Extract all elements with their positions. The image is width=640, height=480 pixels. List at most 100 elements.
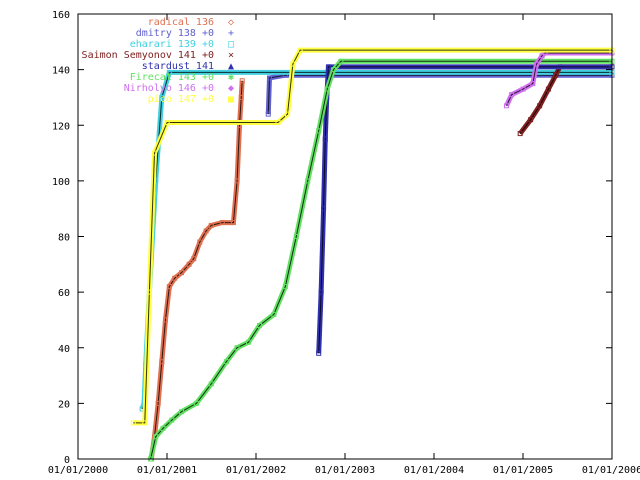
data-point <box>155 400 161 406</box>
data-point <box>325 64 331 70</box>
y-tick-label: 120 <box>52 121 70 132</box>
data-point <box>179 409 185 415</box>
data-point <box>256 323 262 328</box>
data-point <box>169 417 175 423</box>
data-point <box>271 311 277 317</box>
data-point <box>316 128 322 134</box>
data-point <box>290 61 296 67</box>
legend-marker-icon: ◆ <box>228 83 234 94</box>
data-point <box>322 136 328 142</box>
data-point <box>509 92 515 98</box>
data-point <box>285 111 291 117</box>
data-point <box>545 86 551 92</box>
y-tick-label: 140 <box>52 66 70 77</box>
data-point <box>203 228 209 234</box>
data-point <box>151 150 157 156</box>
series-7 <box>130 47 615 426</box>
data-point <box>162 317 168 323</box>
data-point <box>239 78 245 84</box>
y-tick-label: 0 <box>64 455 70 466</box>
data-point <box>238 94 244 100</box>
data-point <box>324 86 330 92</box>
x-tick-label: 01/01/2000 <box>48 465 108 476</box>
series-6 <box>504 50 615 109</box>
data-point <box>338 58 344 64</box>
data-point <box>275 119 281 125</box>
data-point <box>219 220 225 226</box>
y-tick-label: 40 <box>58 344 70 355</box>
legend-label: dmitry 138 +0 <box>136 28 214 39</box>
data-point <box>197 239 203 245</box>
y-tick-label: 80 <box>58 233 70 244</box>
legend-marker-icon: × <box>228 50 234 61</box>
data-point <box>130 420 136 426</box>
x-tick-label: 01/01/2001 <box>137 465 197 476</box>
data-point <box>266 75 272 81</box>
data-point <box>321 206 327 212</box>
legend-marker-icon: ▲ <box>228 61 234 72</box>
data-point <box>246 339 252 345</box>
data-point <box>160 425 166 431</box>
series-line <box>318 66 612 354</box>
data-point <box>539 53 545 59</box>
data-point <box>208 381 214 387</box>
legend-label: Nirholyo 146 +0 <box>124 83 214 94</box>
y-tick-label: 160 <box>52 10 70 21</box>
data-point <box>265 111 271 117</box>
x-tick-label: 01/01/2005 <box>493 465 553 476</box>
data-point <box>146 289 152 295</box>
data-point <box>305 178 311 184</box>
data-point <box>530 81 536 87</box>
legend-marker-icon: □ <box>228 39 234 50</box>
data-point <box>159 359 165 365</box>
data-point <box>537 103 543 109</box>
data-point <box>528 117 534 123</box>
data-point <box>520 86 526 92</box>
legend-marker-icon: + <box>228 28 234 39</box>
data-point <box>504 103 510 109</box>
y-tick-label: 100 <box>52 177 70 188</box>
x-tick-label: 01/01/2003 <box>315 465 375 476</box>
data-point <box>172 275 178 281</box>
data-point <box>223 359 229 365</box>
data-point <box>234 178 240 184</box>
data-point <box>293 234 299 239</box>
legend-label: stardust 141 <box>142 61 214 72</box>
data-point <box>316 350 322 356</box>
series-layer <box>130 47 615 462</box>
x-tick-label: 01/01/2006 <box>582 465 640 476</box>
data-point <box>234 345 240 351</box>
series-line <box>133 49 612 424</box>
data-point <box>166 284 172 290</box>
data-point <box>331 67 337 73</box>
x-tick-label: 01/01/2002 <box>226 465 286 476</box>
data-point <box>208 222 214 228</box>
data-point <box>297 47 303 53</box>
data-point <box>164 119 170 125</box>
legend-label: Firecat 143 +0 <box>130 72 214 83</box>
data-point <box>142 420 148 426</box>
data-point <box>159 94 165 100</box>
series-5 <box>148 58 615 462</box>
data-point <box>153 434 159 440</box>
data-point <box>191 256 197 262</box>
data-point <box>553 72 559 78</box>
series-line <box>267 74 612 115</box>
data-point <box>166 69 172 75</box>
data-point <box>533 61 539 67</box>
legend-label: Saimon Semyonov 141 +0 <box>82 50 214 61</box>
series-line <box>150 80 243 460</box>
legend-label: pico 147 +0 <box>148 94 214 105</box>
data-point <box>230 220 236 226</box>
legend-marker-icon: ■ <box>228 94 234 105</box>
legend-marker-icon: ◇ <box>228 17 234 28</box>
data-point <box>186 261 192 267</box>
data-point <box>318 289 324 295</box>
x-tick-label: 01/01/2004 <box>404 465 464 476</box>
data-point <box>193 400 199 406</box>
axis-layer: 0 20 40 60 80 100 120 140 160 01/01/2000 01/01/200… <box>48 10 640 476</box>
series-1 <box>265 72 615 117</box>
y-tick-label: 20 <box>58 399 70 410</box>
data-point <box>179 270 185 276</box>
